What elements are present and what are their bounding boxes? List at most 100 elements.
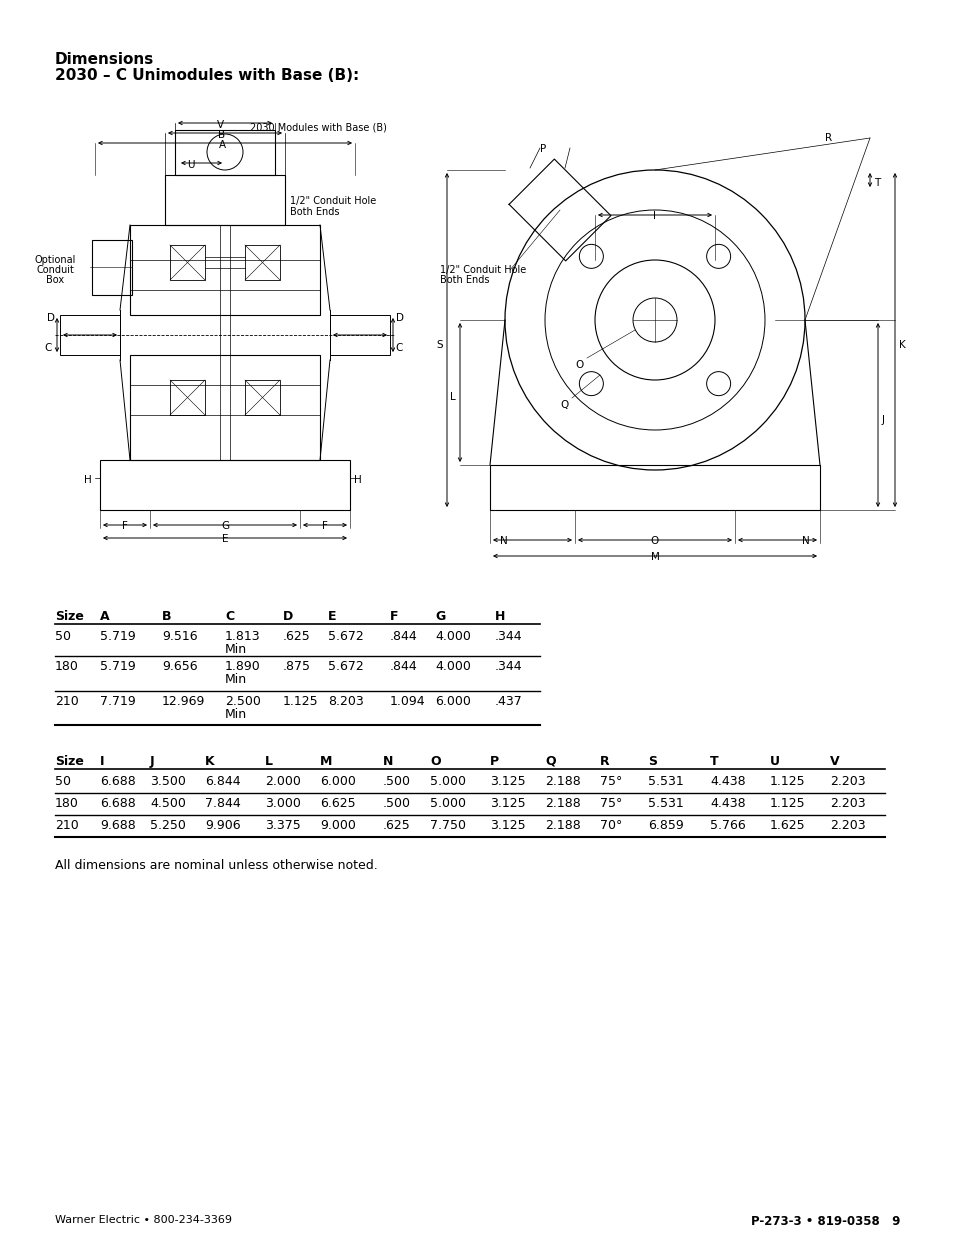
Text: .437: .437	[495, 695, 522, 708]
Text: .625: .625	[382, 819, 411, 832]
Text: Dimensions: Dimensions	[55, 52, 154, 67]
Bar	[245, 245, 280, 280]
Text: K: K	[205, 755, 214, 768]
Text: 1.094: 1.094	[390, 695, 425, 708]
Text: 2030 – C Unimodules with Base (B):: 2030 – C Unimodules with Base (B):	[55, 68, 359, 83]
Bar	[174, 130, 274, 175]
Text: 6.000: 6.000	[435, 695, 471, 708]
Text: 5.000: 5.000	[430, 797, 465, 810]
Text: D: D	[395, 312, 403, 324]
Text: 4.438: 4.438	[709, 797, 745, 810]
Text: G: G	[221, 521, 229, 531]
Text: U: U	[187, 161, 194, 170]
Text: Box: Box	[46, 275, 64, 285]
Text: H: H	[84, 475, 91, 485]
Text: Both Ends: Both Ends	[439, 275, 489, 285]
Text: R: R	[824, 133, 831, 143]
Text: T: T	[873, 178, 880, 188]
Text: 180: 180	[55, 797, 79, 810]
Text: C: C	[45, 343, 52, 353]
Bar	[170, 245, 205, 280]
Text: 7.750: 7.750	[430, 819, 465, 832]
Text: 1/2" Conduit Hole: 1/2" Conduit Hole	[439, 266, 526, 275]
Text: 5.719: 5.719	[100, 630, 135, 643]
Text: P: P	[490, 755, 498, 768]
Bar	[165, 175, 285, 225]
Text: F: F	[390, 610, 398, 622]
Text: 7.844: 7.844	[205, 797, 240, 810]
Bar	[130, 354, 319, 459]
Text: 4.000: 4.000	[435, 630, 471, 643]
Text: 2.203: 2.203	[829, 776, 864, 788]
Text: 3.500: 3.500	[150, 776, 186, 788]
Text: P-273-3 • 819-0358   9: P-273-3 • 819-0358 9	[750, 1215, 899, 1228]
Text: 5.672: 5.672	[328, 659, 363, 673]
Text: N: N	[801, 536, 809, 546]
Text: 9.516: 9.516	[162, 630, 197, 643]
Text: A: A	[218, 140, 225, 149]
Text: I: I	[100, 755, 105, 768]
Text: H: H	[354, 475, 361, 485]
Text: 5.250: 5.250	[150, 819, 186, 832]
Text: .344: .344	[495, 659, 522, 673]
Text: 3.125: 3.125	[490, 776, 525, 788]
Text: 2.000: 2.000	[265, 776, 300, 788]
Bar	[330, 315, 390, 354]
Text: 5.531: 5.531	[647, 797, 683, 810]
Text: L: L	[265, 755, 273, 768]
Text: 6.688: 6.688	[100, 776, 135, 788]
Text: 2.188: 2.188	[544, 797, 580, 810]
Text: Both Ends: Both Ends	[290, 207, 339, 217]
Text: C: C	[395, 343, 402, 353]
Text: Min: Min	[225, 643, 247, 656]
Text: J: J	[882, 415, 884, 425]
Text: Min: Min	[225, 708, 247, 721]
Text: Q: Q	[544, 755, 555, 768]
Text: .344: .344	[495, 630, 522, 643]
Text: 5.766: 5.766	[709, 819, 745, 832]
Text: 3.125: 3.125	[490, 797, 525, 810]
Text: .500: .500	[382, 797, 411, 810]
Text: 8.203: 8.203	[328, 695, 363, 708]
Text: E: E	[221, 534, 228, 543]
Text: 1/2" Conduit Hole: 1/2" Conduit Hole	[290, 196, 375, 206]
Text: N: N	[499, 536, 507, 546]
Bar	[170, 380, 205, 415]
Text: 3.000: 3.000	[265, 797, 300, 810]
Text: 4.438: 4.438	[709, 776, 745, 788]
Bar	[130, 225, 319, 315]
Text: T: T	[709, 755, 718, 768]
Text: V: V	[216, 120, 223, 130]
Text: 1.125: 1.125	[283, 695, 318, 708]
Text: B: B	[162, 610, 172, 622]
Text: 5.719: 5.719	[100, 659, 135, 673]
Text: Optional: Optional	[34, 254, 75, 266]
Text: N: N	[382, 755, 393, 768]
Text: H: H	[495, 610, 505, 622]
Text: 180: 180	[55, 659, 79, 673]
Text: .844: .844	[390, 630, 417, 643]
Text: 9.906: 9.906	[205, 819, 240, 832]
Text: 6.000: 6.000	[319, 776, 355, 788]
Text: P: P	[539, 144, 546, 154]
Text: D: D	[283, 610, 293, 622]
Text: 9.688: 9.688	[100, 819, 135, 832]
Text: G: G	[435, 610, 445, 622]
Text: .500: .500	[382, 776, 411, 788]
Text: Q: Q	[559, 400, 568, 410]
Text: E: E	[328, 610, 336, 622]
Text: 50: 50	[55, 630, 71, 643]
Text: 1.625: 1.625	[769, 819, 804, 832]
Text: 210: 210	[55, 695, 79, 708]
Text: 2.188: 2.188	[544, 776, 580, 788]
Bar	[245, 380, 280, 415]
Text: O: O	[575, 359, 582, 370]
Text: 70°: 70°	[599, 819, 621, 832]
Text: 6.844: 6.844	[205, 776, 240, 788]
Text: 1.125: 1.125	[769, 776, 804, 788]
Text: 1.125: 1.125	[769, 797, 804, 810]
Text: F: F	[122, 521, 128, 531]
Text: I: I	[653, 211, 656, 221]
Text: 3.125: 3.125	[490, 819, 525, 832]
Bar	[490, 466, 820, 510]
